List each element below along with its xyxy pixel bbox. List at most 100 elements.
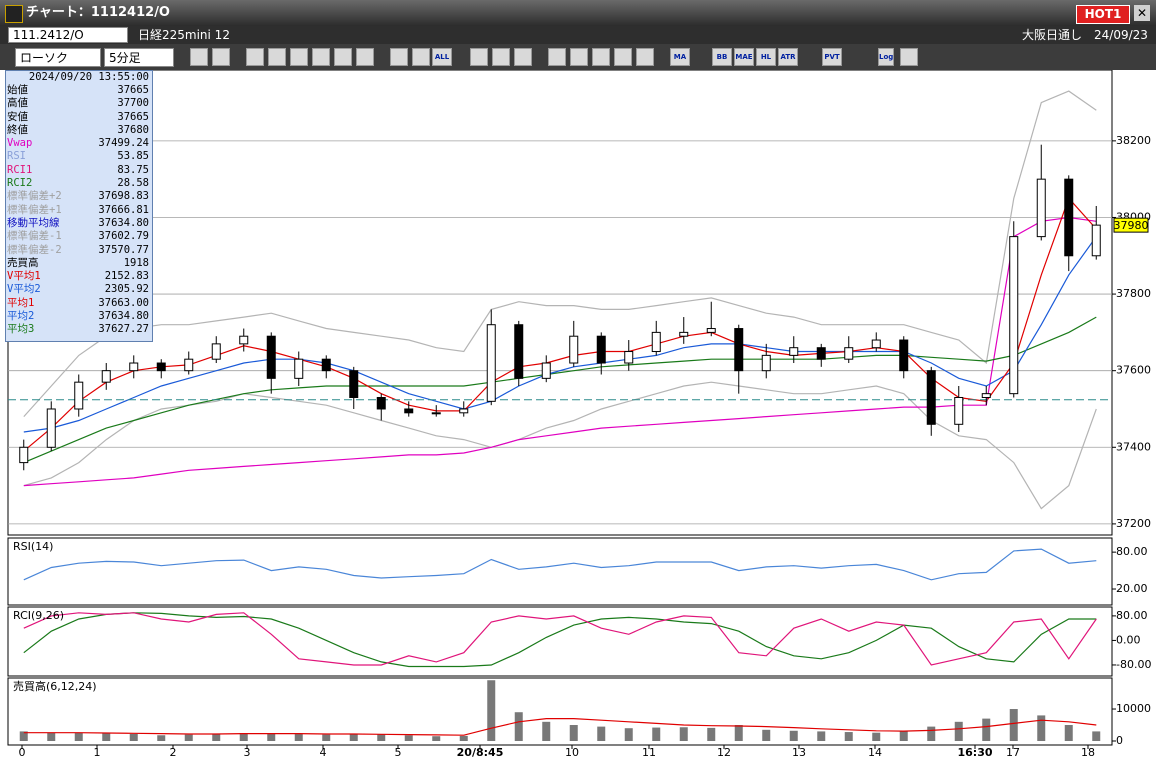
x-tick-label: 16:30 [957, 746, 992, 759]
info-row: V平均2 2305.92 [6, 283, 152, 296]
candle-body [596, 335, 606, 364]
volume-bar [569, 725, 578, 742]
tool-icon[interactable] [268, 48, 286, 66]
info-label: 安値 [7, 110, 28, 123]
candle-body [871, 339, 881, 349]
tool-button[interactable]: HL [756, 48, 776, 66]
info-label: V平均2 [7, 283, 41, 296]
chart-type-select[interactable]: ローソク [15, 48, 101, 67]
info-label: RCI2 [7, 177, 33, 190]
info-label: 始値 [7, 84, 28, 96]
tool-icon[interactable] [514, 48, 532, 66]
chart: 3720037400376003780038000382003798080.00… [0, 70, 1156, 760]
info-label: RSI [7, 150, 26, 163]
info-row: 平均1 37663.00 [6, 297, 152, 310]
candle-body [486, 324, 496, 402]
info-label: 標準偏差+1 [7, 203, 62, 216]
tool-button[interactable]: BB [712, 48, 732, 66]
tool-icon[interactable] [412, 48, 430, 66]
tool-button[interactable]: ALL [432, 48, 452, 66]
info-row: 移動平均線 37634.80 [6, 217, 152, 230]
title-bar: チャート：1112412/O HOT1 ✕ [0, 0, 1156, 26]
close-button[interactable]: ✕ [1134, 5, 1150, 21]
volume-bar [184, 734, 193, 742]
tool-button[interactable]: ATR [778, 48, 798, 66]
candle-body [954, 396, 964, 425]
tool-button[interactable]: PVT [822, 48, 842, 66]
volume-bar [267, 733, 276, 742]
hot-button[interactable]: HOT1 [1076, 5, 1130, 24]
tool-icon[interactable] [548, 48, 566, 66]
tool-button[interactable]: Log [878, 48, 894, 66]
tool-icon[interactable] [492, 48, 510, 66]
y-tick-label: 80.00 [1116, 609, 1148, 622]
candle-body [1036, 178, 1046, 238]
tool-icon[interactable] [190, 48, 208, 66]
info-value: 53.85 [117, 150, 149, 163]
tool-icon[interactable] [614, 48, 632, 66]
tool-icon[interactable] [312, 48, 330, 66]
volume-bar [404, 735, 413, 742]
volume-bar [1037, 715, 1046, 742]
tool-icon[interactable] [470, 48, 488, 66]
y-tick-label: 38200 [1116, 134, 1151, 147]
info-value: 37570.77 [98, 243, 149, 256]
y-tick-label: 80.00 [1116, 545, 1148, 558]
info-label: 標準偏差+2 [7, 190, 62, 203]
info-value: 37665 [117, 84, 149, 96]
info-label: 高値 [7, 97, 28, 110]
info-row: 標準偏差-1 37602.79 [6, 230, 152, 243]
info-value: 37698.83 [98, 190, 149, 203]
info-row: V平均1 2152.83 [6, 270, 152, 283]
tool-icon[interactable] [570, 48, 588, 66]
info-value: 37666.81 [98, 203, 149, 216]
candle-body [844, 347, 854, 360]
tool-icon[interactable] [390, 48, 408, 66]
y-tick-label: 37400 [1116, 440, 1151, 453]
volume-bar [1064, 725, 1073, 742]
candle-body [1064, 178, 1074, 257]
x-tick-label: 3 [244, 746, 251, 759]
panel-frame [7, 677, 1113, 746]
tool-icon[interactable] [356, 48, 374, 66]
panel-title: 売買高(6,12,24) [13, 679, 97, 693]
tool-icon[interactable] [900, 48, 918, 66]
volume-bar [129, 733, 138, 742]
symbol-input[interactable]: 111.2412/O [8, 27, 128, 43]
info-row: Vwap 37499.24 [6, 137, 152, 150]
volume-bar [157, 735, 166, 742]
tool-button[interactable]: MAE [734, 48, 754, 66]
candle-body [184, 358, 194, 372]
info-label: V平均1 [7, 270, 41, 283]
y-tick-label: 37800 [1116, 287, 1151, 300]
tool-icon[interactable] [212, 48, 230, 66]
info-row: 売買高 1918 [6, 257, 152, 270]
info-value: 37700 [117, 97, 149, 110]
tool-icon[interactable] [334, 48, 352, 66]
candle-body [74, 381, 84, 410]
panel-frame [7, 606, 1113, 677]
candle-body [899, 339, 909, 372]
chart-background [0, 70, 1156, 760]
tool-icon[interactable] [592, 48, 610, 66]
y-tick-label: 37200 [1116, 517, 1151, 530]
tool-icon[interactable] [636, 48, 654, 66]
last-price-label: 37980 [1114, 219, 1149, 232]
period-select[interactable]: 5分足 [104, 48, 174, 67]
y-tick-label: 20.00 [1116, 582, 1148, 595]
info-value: 37680 [117, 123, 149, 136]
tool-button[interactable]: MA [670, 48, 690, 66]
window-title: チャート：1112412/O [26, 5, 170, 20]
info-row: RSI 53.85 [6, 150, 152, 163]
volume-bar [844, 732, 853, 742]
app-icon [5, 5, 23, 23]
volume-bar [514, 712, 523, 742]
candle-body [514, 324, 524, 379]
info-value: 37665 [117, 110, 149, 123]
info-row: 始値 37665 [6, 84, 152, 97]
info-label: 標準偏差-1 [7, 230, 62, 243]
tool-icon[interactable] [246, 48, 264, 66]
indicator-line [23, 612, 1097, 668]
volume-bar [597, 726, 606, 742]
tool-icon[interactable] [290, 48, 308, 66]
